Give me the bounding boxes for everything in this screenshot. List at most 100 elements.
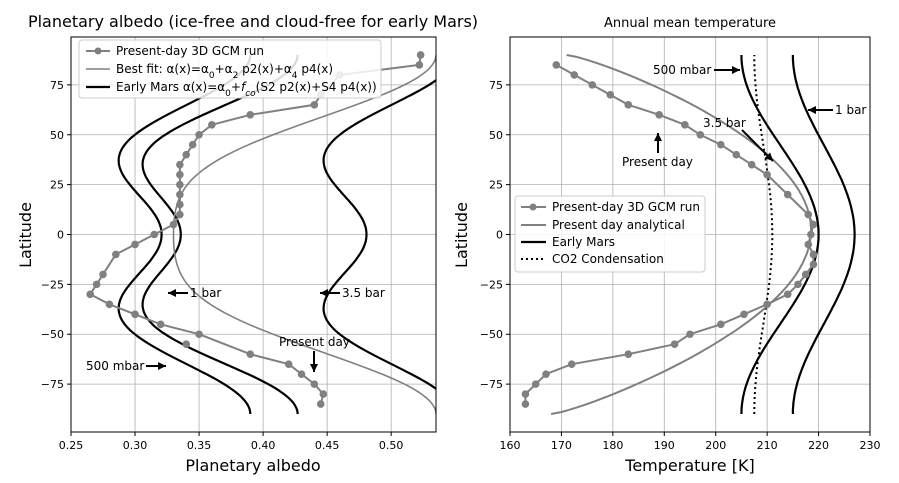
x-tick-label: 180 <box>602 439 623 452</box>
annotation-3-5bar: 3.5 bar <box>342 286 385 300</box>
gcm-point <box>763 170 771 179</box>
legend-gcm-marker <box>529 203 537 211</box>
gcm-point <box>807 230 815 239</box>
gcm-point <box>310 380 319 388</box>
gcm-point <box>542 370 550 378</box>
plot-frame <box>509 36 871 433</box>
early-mars-curve <box>322 78 436 391</box>
gcm-point <box>686 330 694 339</box>
arrow-present-day-head <box>654 133 662 141</box>
y-tick-label: −25 <box>41 278 64 291</box>
y-tick-label: −50 <box>480 328 503 341</box>
x-tick-label: 0.25 <box>59 439 84 452</box>
left-plot-area: 0.25 0.30 0.35 0.40 0.45 0.50 −75 −50 −25 0 25 50 75… <box>41 36 437 452</box>
gcm-point <box>521 400 530 408</box>
gcm-point <box>176 180 184 189</box>
co2-condensation-curve <box>753 55 774 414</box>
gcm-point <box>783 290 792 299</box>
gcm-point <box>794 280 802 289</box>
x-tick-label: 200 <box>705 439 726 452</box>
legend-label: Present-day 3D GCM run <box>552 200 700 214</box>
legend-label: Present-day 3D GCM run <box>116 44 264 58</box>
annotation-present-day: Present day <box>279 335 350 349</box>
arrow-1bar-head <box>168 289 176 297</box>
gcm-point <box>588 81 597 89</box>
annotation-1bar: 1 bar <box>190 286 221 300</box>
gcm-point <box>809 220 818 229</box>
gcm-point <box>804 210 813 219</box>
gcm-point <box>297 370 306 378</box>
y-tick-label: 50 <box>50 129 64 142</box>
gcm-point <box>570 71 579 79</box>
gcm-point <box>624 350 633 358</box>
y-tick-label: 25 <box>489 179 503 192</box>
legend-gcm-marker <box>94 47 102 55</box>
left-series-group <box>86 51 436 415</box>
right-y-axis-label: Latitude <box>452 202 471 268</box>
x-tick-label: 220 <box>808 439 829 452</box>
best-fit-curve <box>172 54 436 415</box>
gcm-point <box>552 61 561 69</box>
gcm-point <box>319 390 328 398</box>
gcm-point <box>606 91 615 99</box>
plot-frame <box>70 36 437 433</box>
left-y-axis-label: Latitude <box>16 202 35 268</box>
x-tick-label: 210 <box>757 439 778 452</box>
legend-label: Early Mars <box>552 235 615 249</box>
right-series-group <box>521 54 856 415</box>
gcm-point <box>809 250 818 259</box>
gcm-point <box>521 390 530 398</box>
legend-box <box>78 39 382 99</box>
early-mars-curve <box>791 55 856 414</box>
gcm-point <box>86 290 95 299</box>
gcm-point <box>169 220 178 229</box>
y-tick-label: 0 <box>57 229 64 242</box>
gcm-point <box>195 130 203 139</box>
gcm-point <box>176 160 184 169</box>
gcm-point <box>670 340 679 349</box>
gcm-point <box>208 120 216 129</box>
arrow-500mbar-head <box>732 66 740 74</box>
x-tick-label: 0.40 <box>251 439 276 452</box>
x-tick-label: 0.50 <box>379 439 404 452</box>
gcm-point <box>655 111 663 119</box>
x-tick-label: 230 <box>860 439 881 452</box>
y-tick-label: 50 <box>489 129 503 142</box>
y-tick-label: −25 <box>480 278 503 291</box>
x-tick-label: 0.30 <box>123 439 148 452</box>
x-tick-label: 0.35 <box>187 439 212 452</box>
gcm-point <box>801 270 810 279</box>
gcm-point <box>531 380 540 388</box>
gcm-point <box>310 101 319 109</box>
x-tick-label: 0.45 <box>315 439 340 452</box>
gcm-point <box>176 190 184 199</box>
gcm-point <box>131 240 139 249</box>
gcm-point <box>809 260 818 269</box>
y-tick-label: 75 <box>50 79 64 92</box>
gcm-point <box>624 101 633 109</box>
gcm-point <box>717 140 725 149</box>
gcm-point <box>182 340 191 349</box>
legend-label: Present day analytical <box>552 218 685 232</box>
gcm-point <box>112 250 120 259</box>
y-tick-label: 75 <box>489 79 503 92</box>
gcm-point <box>176 170 184 179</box>
annotation-1bar: 1 bar <box>835 103 866 117</box>
gcm-point <box>156 320 165 329</box>
y-tick-label: −75 <box>41 378 64 391</box>
gcm-point <box>681 120 689 129</box>
gcm-point <box>99 270 107 279</box>
early-mars-curve <box>117 54 252 415</box>
gcm-point <box>763 300 771 309</box>
arrow-present-day-head <box>310 364 318 372</box>
gcm-point <box>188 140 197 149</box>
early-mars-curve <box>141 54 299 415</box>
y-tick-label: −75 <box>480 378 503 391</box>
early-mars-curve <box>740 54 820 415</box>
gcm-point <box>804 240 813 249</box>
gcm-point <box>316 400 325 408</box>
gcm-point <box>567 360 576 368</box>
arrow-3-5bar-head <box>320 289 328 297</box>
gcm-point <box>105 300 114 309</box>
